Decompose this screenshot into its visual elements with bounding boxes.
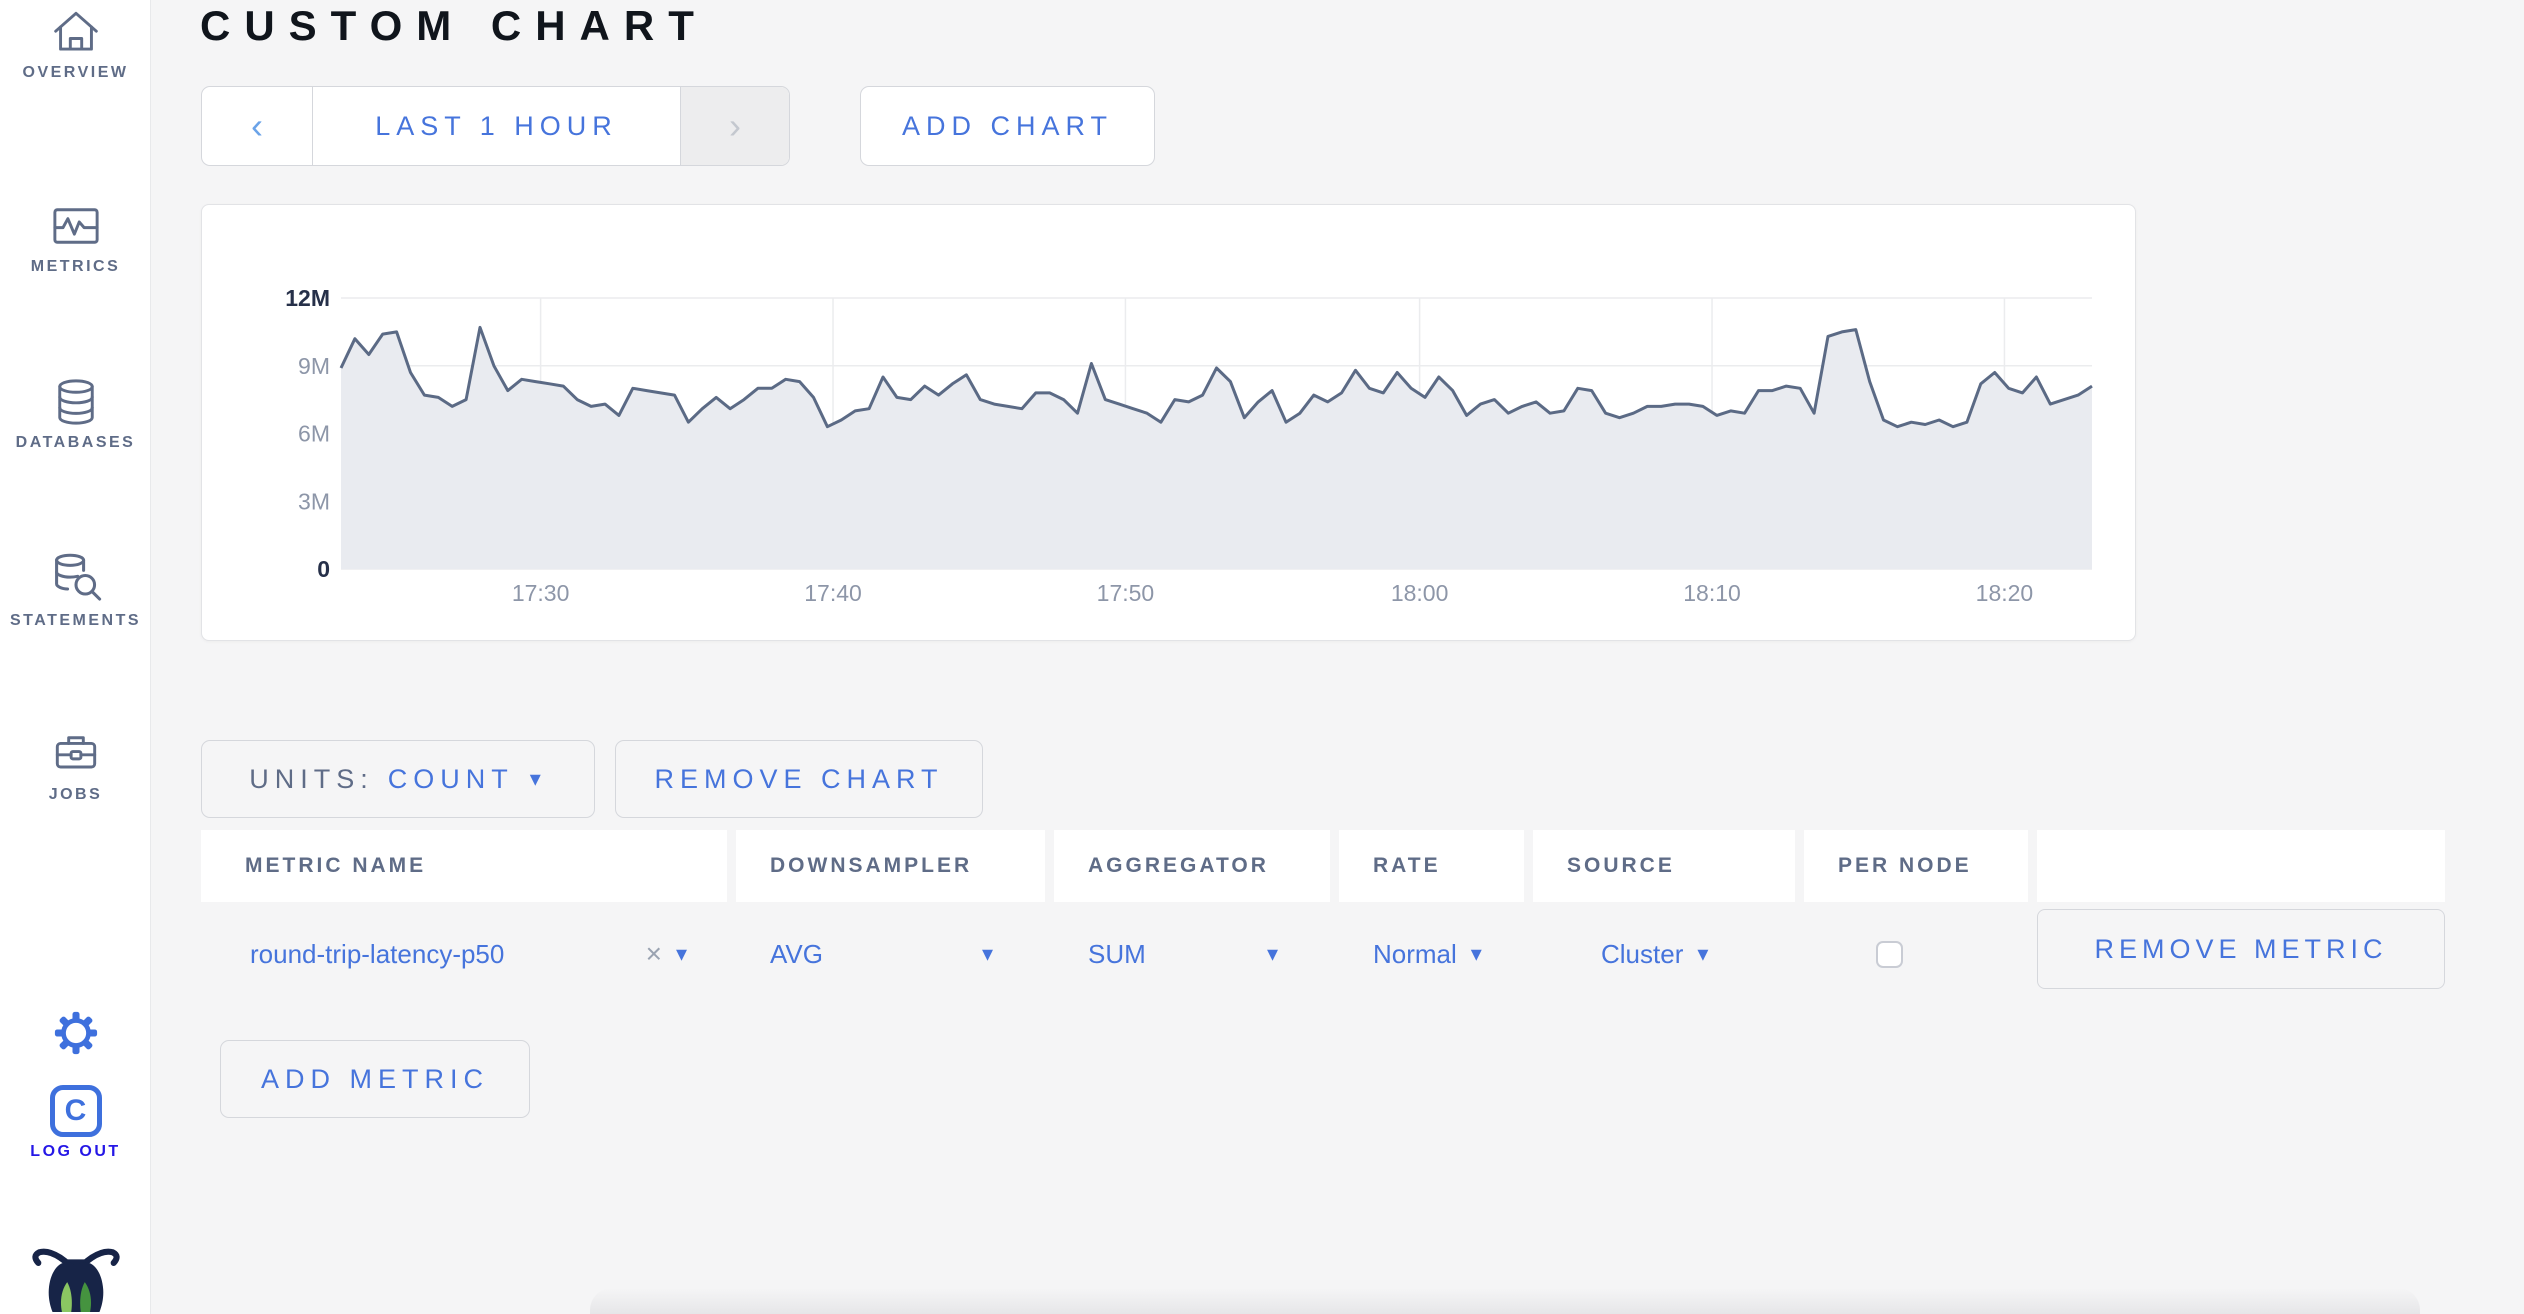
caret-down-icon[interactable]: ▾	[1697, 941, 1709, 966]
svg-text:3M: 3M	[298, 488, 330, 514]
sidebar: OVERVIEW METRICS DATABASES STATEMENTS	[0, 0, 151, 1314]
svg-text:17:30: 17:30	[512, 580, 570, 606]
sidebar-item-label: OVERVIEW	[22, 64, 129, 81]
downsampler-dropdown[interactable]: AVG	[770, 938, 823, 969]
source-cell: Cluster ▾	[1533, 902, 1795, 1006]
svg-text:9M: 9M	[298, 353, 330, 379]
statements-icon	[54, 553, 101, 601]
units-dropdown[interactable]: UNITS: COUNT ▾	[201, 740, 595, 818]
column-header-downsampler: DOWNSAMPLER	[736, 830, 1045, 902]
caret-down-icon[interactable]: ▾	[1470, 941, 1482, 966]
add-chart-label: ADD CHART	[901, 110, 1114, 141]
time-range-next-button[interactable]: ›	[680, 87, 789, 165]
downsampler-cell: AVG ▾	[736, 902, 1045, 1006]
custom-chart-graph: 0 3M 6M 9M 12M 17:30 17:40 17:50 18:00 18:10 18:2…	[285, 285, 2093, 606]
page-title: CUSTOM CHART	[200, 2, 708, 49]
metric-name-dropdown[interactable]: round-trip-latency-p50	[250, 938, 505, 969]
remove-metric-label: REMOVE METRIC	[2094, 933, 2388, 964]
actions-cell: REMOVE METRIC	[2037, 902, 2445, 1006]
per-node-checkbox[interactable]	[1876, 940, 1903, 968]
metrics-table-header: METRIC NAME DOWNSAMPLER AGGREGATOR RATE …	[201, 830, 2445, 902]
svg-text:6M: 6M	[298, 421, 330, 447]
clear-metric-icon[interactable]: ×	[645, 938, 662, 969]
sidebar-item-databases[interactable]: DATABASES	[0, 376, 151, 452]
units-value: COUNT	[387, 763, 514, 794]
chevron-right-icon: ›	[729, 105, 741, 146]
time-range-picker: ‹ LAST 1 HOUR ›	[201, 86, 790, 166]
time-range-label: LAST 1 HOUR	[375, 110, 618, 141]
c-logo-letter: C	[64, 1094, 87, 1127]
sidebar-item-statements[interactable]: STATEMENTS	[0, 550, 151, 630]
databases-icon	[57, 379, 94, 425]
caret-down-icon[interactable]: ▾	[981, 941, 993, 966]
remove-chart-label: REMOVE CHART	[654, 763, 944, 794]
units-label: UNITS:	[249, 763, 374, 794]
sidebar-item-label: JOBS	[48, 786, 103, 803]
add-metric-label: ADD METRIC	[261, 1063, 489, 1094]
sidebar-item-label: STATEMENTS	[9, 612, 142, 629]
metric-row: round-trip-latency-p50 × ▾ AVG ▾ SUM ▾ N…	[201, 902, 2445, 1006]
aggregator-dropdown[interactable]: SUM	[1088, 938, 1146, 969]
add-chart-button[interactable]: ADD CHART	[860, 86, 1155, 166]
aggregator-cell: SUM ▾	[1054, 902, 1330, 1006]
column-header-actions	[2037, 830, 2445, 902]
svg-text:12M: 12M	[285, 285, 330, 311]
column-header-rate: RATE	[1339, 830, 1524, 902]
column-header-metric-name: METRIC NAME	[201, 830, 727, 902]
svg-text:18:00: 18:00	[1391, 580, 1449, 606]
sidebar-item-overview[interactable]: OVERVIEW	[0, 6, 151, 82]
time-range-dropdown[interactable]: LAST 1 HOUR	[313, 87, 680, 165]
home-icon	[53, 11, 98, 51]
column-header-source: SOURCE	[1533, 830, 1795, 902]
sidebar-item-label: DATABASES	[15, 434, 136, 451]
svg-text:18:10: 18:10	[1683, 580, 1741, 606]
caret-down-icon: ▾	[529, 766, 547, 791]
column-header-per-node: PER NODE	[1804, 830, 2028, 902]
svg-text:18:20: 18:20	[1976, 580, 2034, 606]
time-range-prev-button[interactable]: ‹	[202, 87, 313, 165]
sidebar-logout[interactable]: C LOG OUT	[0, 1085, 151, 1161]
remove-metric-button[interactable]: REMOVE METRIC	[2037, 909, 2445, 989]
sidebar-item-metrics[interactable]: METRICS	[0, 200, 151, 276]
svg-text:0: 0	[317, 556, 330, 582]
cockroach-bug-icon	[31, 1248, 120, 1312]
sidebar-brand	[0, 1212, 151, 1312]
rate-cell: Normal ▾	[1339, 902, 1524, 1006]
custom-chart-card: 0 3M 6M 9M 12M 17:30 17:40 17:50 18:00 18:10 18:2…	[201, 204, 2136, 641]
caret-down-icon[interactable]: ▾	[1266, 941, 1278, 966]
bottom-scroll-shadow	[590, 1288, 2420, 1314]
briefcase-icon	[55, 736, 96, 769]
sidebar-item-jobs[interactable]: JOBS	[0, 728, 151, 804]
caret-down-icon[interactable]: ▾	[675, 941, 687, 966]
column-header-aggregator: AGGREGATOR	[1054, 830, 1330, 902]
sidebar-item-label: METRICS	[30, 258, 121, 275]
svg-text:17:40: 17:40	[804, 580, 862, 606]
logout-label: LOG OUT	[30, 1143, 121, 1160]
cockroach-c-logo: C	[49, 1085, 102, 1137]
svg-text:17:50: 17:50	[1097, 580, 1155, 606]
metrics-icon	[52, 208, 99, 244]
metric-name-cell: round-trip-latency-p50 × ▾	[201, 902, 727, 1006]
sidebar-settings[interactable]	[0, 1008, 151, 1058]
remove-chart-button[interactable]: REMOVE CHART	[615, 740, 983, 818]
add-metric-button[interactable]: ADD METRIC	[220, 1040, 530, 1118]
rate-dropdown[interactable]: Normal	[1373, 938, 1457, 969]
gear-icon	[54, 1011, 97, 1055]
source-dropdown[interactable]: Cluster	[1601, 938, 1684, 969]
chevron-left-icon: ‹	[251, 105, 263, 146]
per-node-cell	[1804, 902, 2028, 1006]
